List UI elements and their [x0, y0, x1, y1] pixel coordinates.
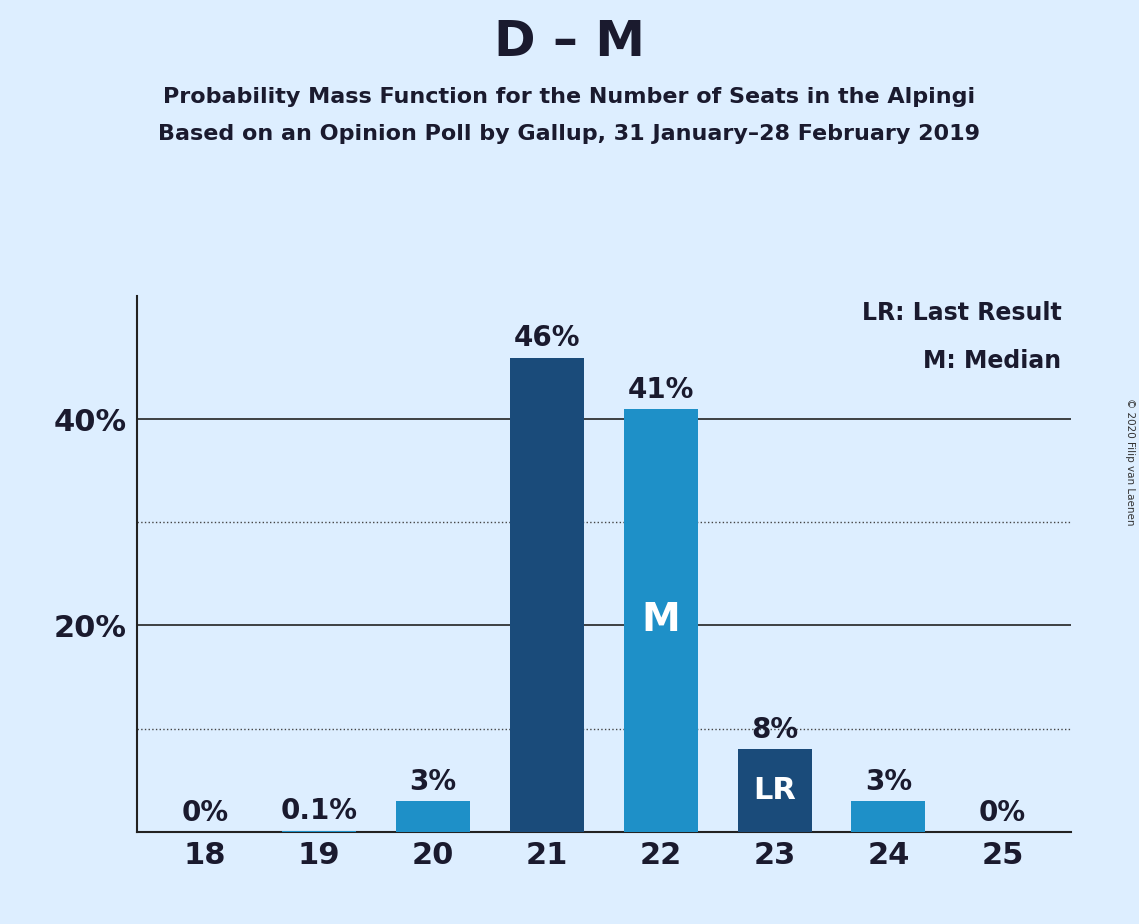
Text: 41%: 41% — [628, 376, 694, 404]
Bar — [281, 831, 355, 832]
Text: 3%: 3% — [865, 768, 912, 796]
Text: 0%: 0% — [978, 799, 1026, 828]
Text: Probability Mass Function for the Number of Seats in the Alpingi: Probability Mass Function for the Number… — [163, 87, 976, 107]
Bar — [851, 801, 925, 832]
Bar — [396, 801, 470, 832]
Text: 3%: 3% — [409, 768, 457, 796]
Text: LR: Last Result: LR: Last Result — [861, 301, 1062, 325]
Text: 0.1%: 0.1% — [280, 797, 358, 825]
Text: LR: LR — [753, 776, 796, 805]
Bar — [738, 749, 811, 832]
Text: D – M: D – M — [494, 18, 645, 66]
Text: © 2020 Filip van Laenen: © 2020 Filip van Laenen — [1125, 398, 1134, 526]
Text: 46%: 46% — [514, 324, 580, 352]
Bar — [509, 358, 583, 832]
Text: 8%: 8% — [751, 716, 798, 744]
Text: 0%: 0% — [181, 799, 229, 828]
Text: M: M — [641, 602, 680, 639]
Bar — [624, 409, 697, 832]
Text: Based on an Opinion Poll by Gallup, 31 January–28 February 2019: Based on an Opinion Poll by Gallup, 31 J… — [158, 124, 981, 144]
Text: M: Median: M: Median — [924, 349, 1062, 373]
